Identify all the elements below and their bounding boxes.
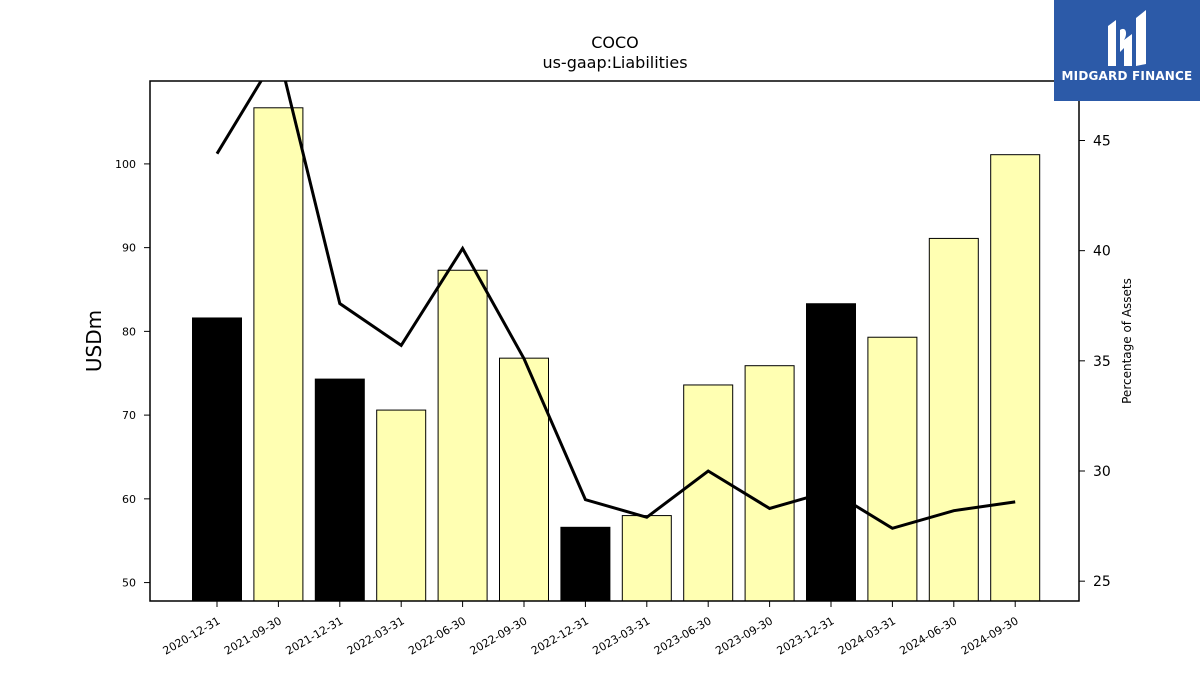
x-tick-label: 2023-03-31 bbox=[590, 614, 652, 657]
bar-2021-09-30 bbox=[253, 107, 304, 602]
x-tick-label: 2024-09-30 bbox=[959, 614, 1021, 657]
chart-subtitle: us-gaap:Liabilities bbox=[542, 53, 687, 72]
y-axis-right: 25 30 35 40 45 bbox=[1079, 133, 1111, 590]
chart-title: COCO bbox=[591, 33, 639, 52]
y-axis-left: 50 60 70 80 90 100 bbox=[115, 158, 150, 590]
bar-2020-12-31 bbox=[192, 317, 242, 602]
x-tick-label: 2021-12-31 bbox=[283, 614, 345, 657]
y2-tick-label: 45 bbox=[1093, 133, 1111, 149]
bar-2023-06-30 bbox=[683, 384, 734, 602]
x-tick-label: 2023-12-31 bbox=[775, 614, 837, 657]
y2-tick-label: 40 bbox=[1093, 244, 1111, 260]
bar-2024-03-31 bbox=[867, 336, 918, 602]
x-tick-label: 2022-06-30 bbox=[406, 614, 468, 657]
plot-frame bbox=[149, 80, 1080, 602]
x-tick-label: 2023-09-30 bbox=[713, 614, 775, 657]
series-line bbox=[215, 81, 1016, 530]
bar-2022-06-30 bbox=[437, 269, 488, 602]
logo-mark-icon bbox=[1108, 10, 1146, 67]
y-tick-label: 100 bbox=[115, 158, 136, 171]
y2-axis-label: Percentage of Assets bbox=[1120, 278, 1134, 404]
x-tick-label: 2023-06-30 bbox=[652, 614, 714, 657]
bar-2022-12-31 bbox=[560, 526, 611, 602]
x-tick-label: 2022-03-31 bbox=[345, 614, 407, 657]
y-tick-label: 60 bbox=[122, 493, 136, 506]
x-axis: 2020-12-31 2021-09-30 2021-12-31 2022-03-31… bbox=[161, 601, 1021, 658]
bar-2024-09-30 bbox=[990, 154, 1041, 602]
x-tick-label: 2024-03-31 bbox=[836, 614, 898, 657]
y-axis-label: USDm bbox=[82, 310, 106, 372]
y-tick-label: 70 bbox=[122, 409, 136, 422]
x-tick-label: 2022-12-31 bbox=[529, 614, 591, 657]
bar-2021-12-31 bbox=[314, 378, 365, 602]
y2-tick-label: 30 bbox=[1093, 464, 1111, 480]
bar-2024-06-30 bbox=[928, 237, 979, 602]
bar-2022-03-31 bbox=[376, 409, 427, 602]
x-tick-label: 2021-09-30 bbox=[222, 614, 284, 657]
y-tick-label: 80 bbox=[122, 325, 136, 338]
x-tick-label: 2020-12-31 bbox=[161, 614, 223, 657]
y-tick-label: 50 bbox=[122, 577, 136, 590]
brand-logo: MIDGARD FINANCE bbox=[1054, 0, 1200, 101]
logo-text: MIDGARD FINANCE bbox=[1061, 69, 1193, 83]
y2-tick-label: 35 bbox=[1093, 354, 1111, 370]
bar-2023-03-31 bbox=[621, 515, 672, 602]
bar-2023-09-30 bbox=[744, 365, 795, 602]
x-tick-label: 2024-06-30 bbox=[897, 614, 959, 657]
y2-tick-label: 25 bbox=[1093, 574, 1111, 590]
line-group bbox=[215, 81, 1016, 530]
bar-group bbox=[192, 107, 1041, 602]
y-tick-label: 90 bbox=[122, 242, 136, 255]
x-tick-label: 2022-09-30 bbox=[468, 614, 530, 657]
bar-2023-12-31 bbox=[806, 303, 856, 602]
